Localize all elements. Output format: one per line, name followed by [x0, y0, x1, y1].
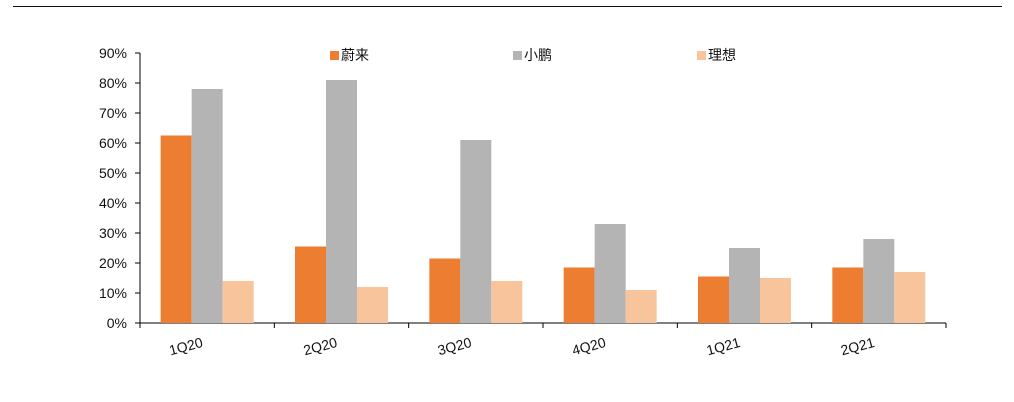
- bar-series-2: [729, 248, 760, 323]
- bar-series-2: [460, 140, 492, 323]
- bar-series-1: [698, 276, 729, 323]
- bar-series-3: [491, 281, 523, 323]
- bar-series-1: [295, 246, 326, 323]
- y-tick-label: 30%: [99, 225, 127, 241]
- legend-swatch: [330, 51, 339, 60]
- legend-swatch: [513, 51, 522, 60]
- y-tick-label: 40%: [99, 195, 127, 211]
- bar-series-1: [429, 258, 461, 323]
- x-tick-label: 2Q21: [839, 334, 876, 358]
- legend-label: 小鹏: [524, 48, 552, 64]
- x-tick-label: 1Q21: [705, 334, 742, 358]
- bar-series-2: [594, 224, 626, 323]
- y-tick-label: 50%: [99, 165, 127, 181]
- bar-series-2: [191, 89, 223, 323]
- y-tick-label: 90%: [99, 45, 127, 61]
- bar-series-3: [760, 278, 791, 323]
- bar-series-2: [326, 80, 357, 323]
- y-axis: 0% 10% 20% 30% 40% 50% 60% 70% 80% 90%: [99, 45, 141, 331]
- x-tick-label: 3Q20: [436, 334, 473, 358]
- x-axis: 1Q20 2Q20 3Q20 4Q20 1Q21 2Q21: [139, 322, 947, 358]
- bar-series-3: [625, 290, 657, 323]
- y-tick-label: 0%: [107, 315, 127, 331]
- bar-series-2: [863, 239, 895, 323]
- y-tick-label: 20%: [99, 255, 127, 271]
- legend-label: 蔚来: [341, 48, 369, 64]
- x-tick-label: 1Q20: [167, 334, 204, 358]
- bar-series-1: [832, 267, 864, 323]
- legend: 蔚来 小鹏 理想: [330, 48, 736, 64]
- bar-series-3: [222, 281, 254, 323]
- y-tick-label: 60%: [99, 135, 127, 151]
- bar-series-3: [894, 272, 926, 323]
- legend-label: 理想: [708, 48, 736, 64]
- y-tick-label: 10%: [99, 285, 127, 301]
- legend-swatch: [697, 51, 706, 60]
- y-tick-label: 70%: [99, 105, 127, 121]
- bar-series-3: [357, 287, 388, 323]
- y-tick-label: 80%: [99, 75, 127, 91]
- bar-series-1: [160, 135, 192, 323]
- bar-series-1: [563, 267, 595, 323]
- x-tick-label: 4Q20: [570, 334, 607, 358]
- bars: [160, 80, 926, 323]
- top-rule: [13, 6, 1002, 7]
- x-tick-label: 2Q20: [302, 334, 339, 358]
